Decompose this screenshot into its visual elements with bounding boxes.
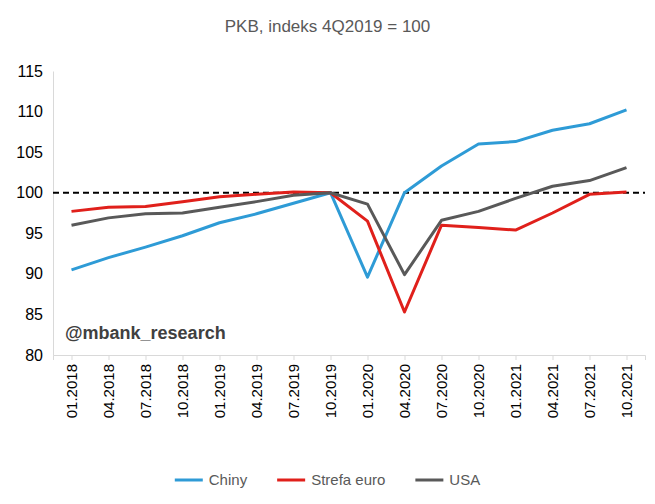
- y-tick-label: 100: [16, 184, 43, 201]
- y-tick-label: 110: [17, 103, 43, 120]
- x-tick-label: 01.2019: [211, 364, 228, 418]
- x-axis: 01.2018 04.2018 07.2018 10.2018 01.2019 04.20…: [54, 355, 646, 418]
- x-tick: 10.2019: [322, 355, 339, 418]
- y-tick: 110: [17, 103, 53, 120]
- legend-label: Strefa euro: [311, 471, 385, 488]
- x-tick: 07.2019: [285, 355, 302, 418]
- y-tick: 90: [25, 265, 53, 282]
- x-tick-label: 10.2018: [174, 364, 191, 418]
- y-tick: 80: [25, 347, 53, 364]
- x-tick: 01.2021: [507, 355, 524, 418]
- x-tick-mark: [183, 355, 184, 360]
- annotation: @mbank_research: [65, 323, 226, 343]
- x-tick-mark: [294, 355, 295, 360]
- x-tick-mark: [479, 355, 480, 360]
- y-tick-label: 115: [17, 63, 43, 80]
- x-tick-mark: [72, 355, 73, 360]
- x-tick-mark: [220, 355, 221, 360]
- x-tick-label: 07.2018: [137, 364, 154, 418]
- legend-label: Chiny: [209, 471, 248, 488]
- x-tick-mark: [405, 355, 406, 360]
- x-tick-mark: [109, 355, 110, 360]
- x-tick-label: 04.2019: [248, 364, 265, 418]
- x-tick-label: 04.2020: [396, 364, 413, 418]
- y-axis-line: [53, 72, 54, 356]
- x-tick-label: 04.2018: [100, 364, 117, 418]
- legend-swatch: [175, 479, 203, 482]
- x-tick: 04.2021: [544, 355, 561, 418]
- x-tick: 01.2018: [63, 355, 80, 418]
- x-tick-mark: [590, 355, 591, 360]
- x-tick: 04.2020: [396, 355, 413, 418]
- series-line: [72, 168, 627, 275]
- y-tick-label: 90: [25, 265, 43, 282]
- x-tick-mark: [146, 355, 147, 360]
- y-tick-label: 80: [25, 347, 43, 364]
- y-tick: 115: [17, 63, 53, 80]
- y-tick: 105: [16, 144, 53, 161]
- y-tick: 85: [25, 306, 53, 323]
- x-tick-mark: [368, 355, 369, 360]
- x-tick-label: 01.2021: [507, 364, 524, 418]
- y-tick-label: 105: [16, 144, 43, 161]
- x-tick: 04.2019: [248, 355, 265, 418]
- x-tick: 07.2021: [581, 355, 598, 418]
- y-tick-label: 85: [25, 306, 43, 323]
- x-tick: 07.2018: [137, 355, 154, 418]
- x-tick-label: 07.2021: [581, 364, 598, 418]
- marks: [53, 110, 645, 312]
- x-axis-line: [54, 356, 646, 361]
- x-tick: 04.2018: [100, 355, 117, 418]
- x-tick: 07.2020: [433, 355, 450, 418]
- x-tick: 10.2021: [618, 355, 635, 418]
- title: PKB, indeks 4Q2019 = 100: [225, 17, 431, 36]
- legend-swatch: [277, 479, 305, 482]
- x-tick-label: 04.2021: [544, 364, 561, 418]
- x-tick-label: 10.2021: [618, 364, 635, 418]
- legend-label: USA: [449, 471, 480, 488]
- x-tick-mark: [553, 355, 554, 360]
- x-tick: 01.2020: [359, 355, 376, 418]
- series-line: [72, 192, 627, 312]
- x-tick: 01.2019: [211, 355, 228, 418]
- legend: Chiny Strefa euro USA: [175, 471, 480, 488]
- y-tick-label: 95: [25, 225, 43, 242]
- x-tick-mark: [627, 355, 628, 360]
- legend-item: Strefa euro: [277, 471, 385, 488]
- x-tick-label: 01.2018: [63, 364, 80, 418]
- series-line: [72, 110, 627, 277]
- x-tick-mark: [257, 355, 258, 360]
- reference-line: [53, 192, 645, 194]
- x-tick: 10.2018: [174, 355, 191, 418]
- x-tick: 10.2020: [470, 355, 487, 418]
- x-tick-mark: [331, 355, 332, 360]
- x-tick-mark: [442, 355, 443, 360]
- x-tick-label: 07.2020: [433, 364, 450, 418]
- x-tick-mark: [516, 355, 517, 360]
- y-axis: 80 85 90 95 100 105 110 115: [16, 63, 53, 364]
- legend-swatch: [415, 479, 443, 482]
- y-tick: 100: [16, 184, 53, 201]
- y-tick: 95: [25, 225, 53, 242]
- x-tick-label: 07.2019: [285, 364, 302, 418]
- x-tick-label: 10.2020: [470, 364, 487, 418]
- legend-item: Chiny: [175, 471, 248, 488]
- chart: PKB, indeks 4Q2019 = 100 80 85 90 95 100 105 11…: [0, 0, 655, 504]
- x-tick-label: 10.2019: [322, 364, 339, 418]
- x-tick-label: 01.2020: [359, 364, 376, 418]
- legend-item: USA: [415, 471, 480, 488]
- plot: 80 85 90 95 100 105 110 115 01.2018 04.2018 07.201…: [16, 63, 645, 419]
